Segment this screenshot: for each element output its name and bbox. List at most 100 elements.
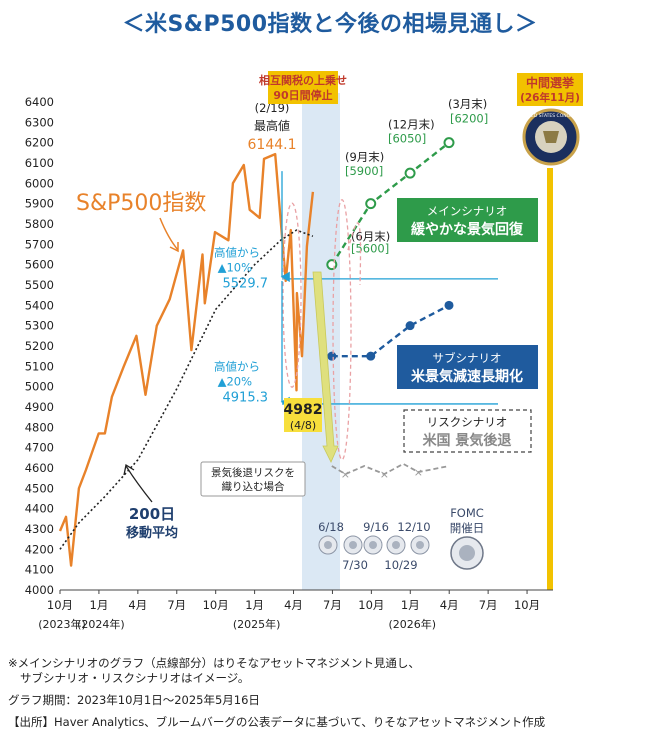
sp500-pointer (159, 217, 179, 251)
election-text: 中間選挙 (526, 75, 575, 90)
y-tick-label: 5900 (25, 197, 54, 211)
year-label: (2026年) (389, 617, 437, 631)
main-scenario-title: メインシナリオ (427, 204, 508, 218)
ma200-pointer (125, 465, 153, 503)
fomc-date: 12/10 (397, 520, 430, 534)
y-tick-label: 4600 (25, 461, 54, 475)
main-value-label: [6050] (388, 132, 426, 146)
main-scenario-box (397, 198, 538, 242)
congress-seal-eagle (543, 131, 559, 143)
fed-seal-inner (369, 541, 377, 549)
fomc-label: FOMC (450, 506, 484, 520)
x-tick-label: 7月 (479, 598, 498, 612)
drawdown-label: 高値から (214, 246, 260, 260)
sub-scenario-line (331, 304, 450, 358)
risk-marker: × (341, 468, 350, 481)
tariff-text: 90日間停止 (273, 88, 332, 102)
y-tick-label: 5700 (25, 237, 54, 251)
sp500-chart: 4000 4100 4200 4300 4400 4500 4600 4700 4800 4900… (25, 71, 583, 631)
x-tick-label: 10月 (358, 598, 384, 612)
peak-label: 最高値 (254, 118, 290, 133)
x-tick-label: 1月 (245, 598, 264, 612)
drawdown-label: 高値から (214, 359, 260, 373)
drawdown-value: 5529.7 (223, 277, 269, 292)
ma200-line (59, 229, 314, 550)
y-tick-label: 4500 (25, 481, 54, 495)
main-date-label: (12月末) (388, 117, 435, 131)
drawdown-label: ▲10% (218, 261, 252, 275)
risk-scenario-title: リスクシナリオ (427, 415, 508, 429)
x-tick-label: 7月 (323, 598, 342, 612)
recession-note-text: 織り込む場合 (222, 480, 285, 493)
fed-seal-inner (416, 541, 424, 549)
main-scenario-point (365, 198, 377, 210)
fomc-date: 10/29 (384, 558, 417, 572)
main-date-label: (6月末) (351, 229, 390, 243)
graph-period: グラフ期間：2023年10月1日～2025年5月16日 (8, 693, 260, 707)
y-tick-label: 5200 (25, 339, 54, 353)
peak-date: (2/19) (255, 101, 290, 115)
election-line (547, 168, 553, 590)
main-scenario-point (443, 137, 455, 149)
ma200-label: 200日 (129, 505, 175, 523)
y-tick-label: 5000 (25, 380, 54, 394)
y-tick-label: 4700 (25, 441, 54, 455)
x-tick-label: 4月 (440, 598, 459, 612)
trough-date: (4/8) (290, 419, 316, 432)
page-title: ＜米S&P500指数と今後の相場見通し＞ (122, 12, 538, 37)
y-tick-label: 5500 (25, 278, 54, 292)
election-box (517, 73, 583, 106)
fomc-date: 7/30 (342, 558, 368, 572)
fed-seal-inner (349, 541, 357, 549)
risk-scenario-box (403, 409, 532, 453)
sub-scenario-point (366, 351, 376, 361)
y-tick-label: 5800 (25, 217, 54, 231)
sp500-pointer-head (169, 242, 179, 253)
trough-value: 4982 (284, 402, 323, 418)
main-value-label: [6200] (450, 111, 488, 125)
fed-seal-inner (324, 541, 332, 549)
ma200-pointer-head (123, 463, 135, 476)
y-tick-label: 4300 (25, 522, 54, 536)
sub-scenario-point (444, 300, 454, 310)
y-tick-label: 4800 (25, 420, 54, 434)
main-value-label: [5900] (345, 164, 383, 178)
recession-arrow (312, 271, 339, 463)
y-tick-label: 5300 (25, 319, 54, 333)
x-tick-label: 10月 (47, 598, 73, 612)
congress-seal-text: UNITED STATES CONGRESS (520, 113, 582, 119)
x-tick-label: 1月 (401, 598, 420, 612)
sub-scenario-title: サブシナリオ (433, 351, 502, 365)
x-tick-label: 7月 (167, 598, 186, 612)
main-scenario-point (404, 167, 416, 179)
y-tick-label: 6400 (25, 95, 54, 109)
y-tick-label: 4000 (25, 583, 54, 597)
peak-value: 6144.1 (248, 137, 297, 153)
y-tick-label: 6000 (25, 176, 54, 190)
sub-scenario-point (405, 321, 415, 331)
main-date-label: (9月末) (345, 150, 384, 164)
y-tick-label: 4400 (25, 502, 54, 516)
sub-scenario-text: 米景気減速長期化 (411, 368, 523, 385)
tariff-box (268, 71, 338, 104)
risk-marker: × (380, 468, 389, 481)
fed-seal-large-inner (459, 545, 475, 561)
trough-box (284, 398, 322, 432)
recession-note-text: 景気後退リスクを (211, 466, 295, 479)
y-tick-label: 5100 (25, 359, 54, 373)
note-line-2: サブシナリオ・リスクシナリオはイメージ。 (20, 671, 250, 685)
y-tick-label: 4200 (25, 542, 54, 556)
year-label: (2023年) (38, 617, 86, 631)
fomc-date: 6/18 (318, 520, 344, 534)
y-tick-label: 6300 (25, 115, 54, 129)
dip-ellipse (282, 202, 302, 388)
drawdown-value: 4915.3 (223, 390, 269, 405)
y-tick-label: 5600 (25, 258, 54, 272)
year-label: (2025年) (233, 617, 281, 631)
election-text: (26年11月) (520, 91, 580, 104)
source-note: 【出所】Haver Analytics、ブルームバーグの公表データに基づいて、り… (8, 715, 546, 729)
recession-note-box (200, 461, 306, 497)
y-tick-label: 6200 (25, 136, 54, 150)
main-value-label: [5600] (351, 241, 389, 255)
ma200-label: 移動平均 (126, 525, 178, 541)
